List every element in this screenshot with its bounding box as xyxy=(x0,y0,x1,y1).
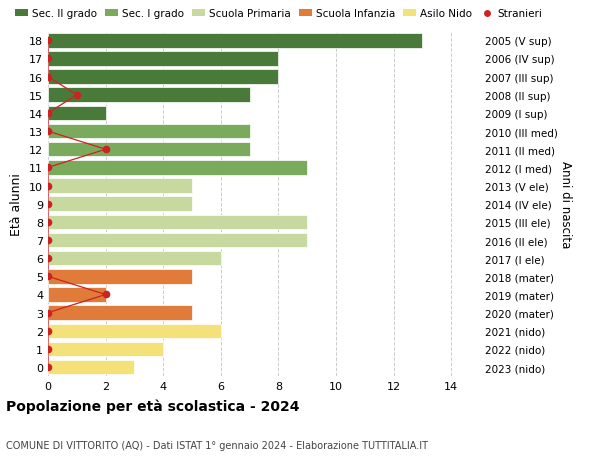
Bar xyxy=(48,143,250,157)
Bar xyxy=(48,269,192,284)
Bar xyxy=(48,124,250,139)
Legend: Sec. II grado, Sec. I grado, Scuola Primaria, Scuola Infanzia, Asilo Nido, Stran: Sec. II grado, Sec. I grado, Scuola Prim… xyxy=(11,5,546,23)
Bar xyxy=(48,324,221,338)
Bar xyxy=(48,197,192,212)
Bar xyxy=(48,88,250,103)
Bar xyxy=(48,252,221,266)
Bar xyxy=(48,342,163,357)
Bar xyxy=(48,360,134,375)
Bar xyxy=(48,52,278,67)
Bar xyxy=(48,161,307,175)
Text: Popolazione per età scolastica - 2024: Popolazione per età scolastica - 2024 xyxy=(6,398,299,413)
Bar xyxy=(48,106,106,121)
Y-axis label: Età alunni: Età alunni xyxy=(10,173,23,235)
Bar xyxy=(48,70,278,84)
Bar xyxy=(48,288,106,302)
Y-axis label: Anni di nascita: Anni di nascita xyxy=(559,161,572,248)
Bar xyxy=(48,306,192,320)
Bar xyxy=(48,215,307,230)
Bar xyxy=(48,233,307,248)
Text: COMUNE DI VITTORITO (AQ) - Dati ISTAT 1° gennaio 2024 - Elaborazione TUTTITALIA.: COMUNE DI VITTORITO (AQ) - Dati ISTAT 1°… xyxy=(6,440,428,450)
Bar xyxy=(48,34,422,49)
Bar xyxy=(48,179,192,193)
